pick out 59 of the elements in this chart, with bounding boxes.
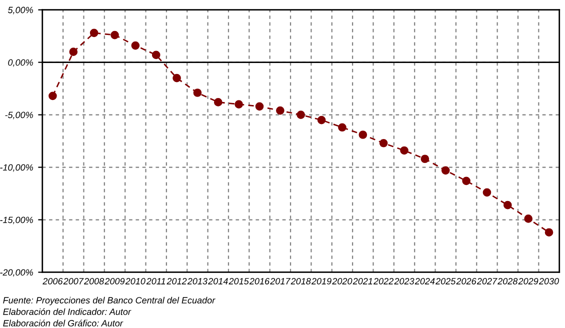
x-tick-label: 2021: [352, 278, 372, 284]
source-note: Fuente: Proyecciones del Banco Central del Ecuador: [3, 296, 216, 306]
point: [234, 100, 243, 108]
point: [358, 130, 368, 139]
point: [214, 98, 222, 106]
point: [441, 166, 450, 175]
x-tick-label: 2013: [187, 278, 208, 284]
point: [338, 123, 346, 132]
point: [524, 214, 532, 223]
x-tick-label: 2006: [42, 278, 63, 284]
y-tick-label: -15,00%: [0, 216, 33, 224]
point: [544, 228, 554, 237]
point: [90, 28, 98, 38]
x-tick-label: 2028: [498, 278, 518, 284]
point: [462, 176, 470, 186]
y-tick-label: -5,00%: [5, 112, 33, 120]
point: [110, 30, 119, 40]
x-tick-label: 2030: [538, 278, 559, 284]
x-tick-label: 2011: [146, 278, 166, 284]
x-tick-label: 2018: [290, 278, 311, 284]
x-tick-label: 2022: [373, 278, 394, 284]
x-tick-label: 2007: [63, 278, 84, 284]
text: Elaboración del Gráfico: Autor: [3, 320, 124, 326]
x-tick-label: 2015: [228, 278, 249, 284]
x-tick-label: 2020: [332, 278, 352, 284]
x-tick-label: 2016: [249, 278, 270, 284]
x-tick-label: 2025: [436, 278, 456, 284]
point: [69, 48, 78, 56]
point: [317, 116, 326, 124]
point: [193, 88, 202, 97]
x-tick-label: 2012: [166, 278, 187, 284]
point: [503, 200, 512, 210]
point: [172, 74, 181, 82]
x-tick-label: 2014: [208, 278, 228, 284]
y-tick-label: -20,00%: [0, 269, 33, 277]
y-tick-label: 0,00%: [8, 59, 33, 67]
y-tick-label: -10,00%: [0, 164, 33, 172]
point: [276, 106, 284, 115]
x-tick-label: 2008: [84, 278, 104, 284]
text: Elaboración del Indicador: Autor: [3, 308, 132, 315]
point: [48, 92, 57, 100]
y-tick-label: 5,00%: [8, 6, 33, 14]
point: [420, 154, 430, 164]
x-tick-label: 2029: [518, 278, 538, 284]
point: [296, 110, 306, 119]
x-tick-label: 2010: [125, 278, 146, 284]
point: [131, 41, 140, 50]
x-tick-label: 2017: [270, 278, 291, 284]
point: [379, 138, 388, 148]
x-tick-label: 2019: [311, 278, 332, 284]
point: [255, 102, 264, 111]
x-tick-label: 2023: [394, 278, 414, 284]
point: [152, 50, 160, 60]
x-tick-label: 2024: [414, 278, 435, 284]
point: [400, 146, 408, 155]
x-tick-label: 2009: [104, 278, 125, 284]
x-tick-label: 2026: [456, 278, 476, 284]
x-tick-label: 2027: [476, 278, 498, 284]
point: [482, 188, 492, 197]
